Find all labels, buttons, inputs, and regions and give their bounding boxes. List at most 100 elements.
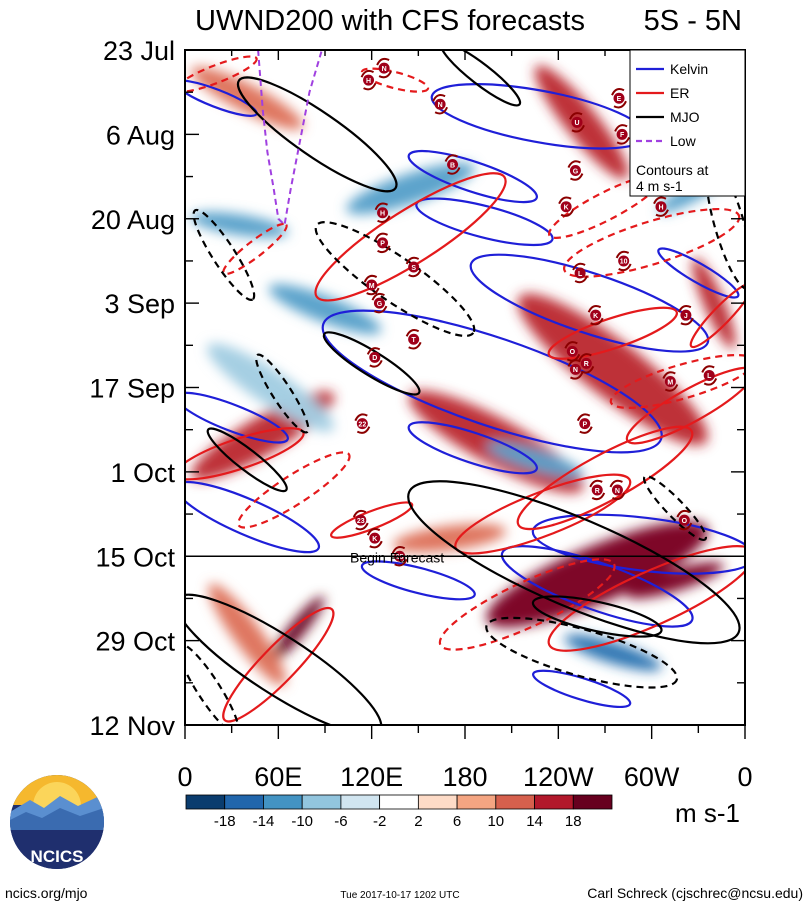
storm-marker-label: K	[564, 204, 569, 211]
storm-marker: B	[444, 154, 461, 175]
mjo-contour	[236, 76, 398, 193]
colorbar: -18 -14 -10 -6 -2 2 6 10 14 18	[185, 794, 613, 830]
kelvin-contour	[185, 391, 289, 444]
storm-marker-dot	[613, 92, 625, 104]
x-tick-label: 120E	[340, 762, 403, 792]
colorbar-swatch	[534, 794, 574, 810]
storm-marker: F	[614, 124, 631, 145]
y-tick-label: 12 Nov	[89, 711, 175, 741]
mjo-contour	[439, 50, 522, 107]
storm-marker-dot	[616, 128, 628, 140]
colorbar-swatch	[456, 794, 497, 810]
anomaly-band-core	[268, 284, 382, 335]
colorbar-label: 2	[414, 813, 422, 830]
storm-marker-dot	[355, 514, 367, 526]
anomaly-band-core	[486, 521, 709, 628]
storm-marker-swirl	[615, 250, 632, 272]
legend-note-line2: 4 m s-1	[636, 178, 683, 194]
storm-marker-swirl	[363, 274, 380, 296]
storm-marker-label: N	[382, 66, 387, 73]
low-contour	[257, 50, 323, 227]
storm-marker-swirl	[677, 304, 694, 326]
storm-marker-label: P	[582, 421, 587, 428]
storm-marker-label: B	[450, 162, 455, 169]
storm-marker-dot	[369, 532, 381, 544]
storm-marker-label: K	[593, 313, 598, 320]
x-axis: 0 60E 120E 180 120W 60W 0	[177, 762, 752, 792]
storm-marker-dot	[590, 309, 602, 321]
storm-marker-dot	[408, 261, 420, 273]
colorbar-swatch	[224, 794, 264, 810]
storm-marker-dot	[611, 484, 623, 496]
storm-marker-dot	[408, 333, 420, 345]
storm-marker-dot	[369, 351, 381, 363]
storm-marker: M	[662, 371, 679, 392]
storm-marker: K	[558, 196, 575, 217]
anomaly-band-core	[486, 441, 584, 478]
storm-marker-dot	[378, 62, 390, 74]
y-tick-label: 23 Jul	[103, 36, 175, 66]
colorbar-label: -10	[291, 813, 313, 830]
storm-marker-label: S	[411, 265, 416, 272]
storm-marker: T	[405, 329, 422, 350]
storm-marker-label: 10	[620, 259, 628, 266]
storm-marker: P	[576, 413, 593, 434]
colorbar-swatch	[263, 794, 303, 810]
storm-marker-dot	[569, 165, 581, 177]
legend-note-line1: Contours at	[636, 162, 708, 178]
anomaly-band-core	[564, 634, 662, 671]
storm-marker-swirl	[676, 509, 693, 531]
storm-marker-label: H	[380, 211, 385, 218]
mjo-contour	[255, 353, 310, 434]
storm-marker: S	[405, 256, 422, 278]
storm-marker-label: 22	[358, 421, 366, 428]
storm-marker-dot	[571, 116, 583, 128]
region-label: 5S - 5N	[644, 5, 742, 37]
forecast-marker: Begin Forecast	[185, 549, 745, 565]
kelvin-contour	[532, 669, 632, 709]
storm-marker-dot	[434, 98, 446, 110]
storm-marker-dot	[703, 369, 715, 381]
storm-marker-dot	[356, 418, 368, 430]
storm-marker-dot	[560, 201, 572, 213]
colorbar-swatch	[340, 794, 381, 810]
storm-marker: H	[374, 202, 391, 223]
storm-marker: E	[611, 88, 627, 109]
storm-marker-label: 25	[396, 554, 404, 561]
storm-marker-dot	[447, 159, 459, 171]
x-tick-label: 180	[442, 762, 487, 792]
y-tick-label: 20 Aug	[91, 205, 175, 235]
er-contour	[222, 222, 288, 276]
kelvin-contour	[407, 421, 538, 475]
er-contour	[237, 451, 351, 529]
mjo-contour	[192, 208, 256, 301]
storm-marker-swirl	[374, 202, 391, 223]
storm-marker-dot	[579, 418, 591, 430]
storm-marker: R	[578, 353, 595, 374]
storm-marker: N	[567, 359, 584, 380]
y-tick-label: 17 Sep	[89, 374, 175, 404]
anomaly-band-core	[626, 562, 724, 599]
storm-marker-label: M	[667, 379, 673, 386]
logo-text: NCICS	[31, 847, 84, 866]
storm-marker: G	[371, 292, 388, 314]
y-tick-label: 1 Oct	[110, 458, 175, 488]
storm-marker-swirl	[558, 196, 575, 217]
storm-marker: H	[360, 69, 377, 91]
storm-marker-dot	[373, 297, 385, 309]
storm-marker-label: T	[412, 337, 417, 344]
kelvin-contour	[500, 545, 694, 628]
storm-marker: J	[677, 304, 694, 326]
mjo-contour	[185, 593, 383, 725]
storm-marker: M	[363, 274, 380, 296]
storm-marker-dot	[377, 237, 389, 249]
storm-marker-swirl	[432, 94, 449, 115]
er-contour	[609, 353, 745, 409]
colorbar-label: -6	[334, 813, 347, 830]
storm-marker-dot	[678, 514, 690, 526]
footer-site: ncics.org/mjo	[5, 885, 88, 901]
storm-marker-label: R	[595, 488, 600, 495]
storm-marker-swirl	[374, 232, 391, 254]
er-contour	[360, 67, 430, 93]
storm-marker-label: G	[573, 168, 579, 175]
